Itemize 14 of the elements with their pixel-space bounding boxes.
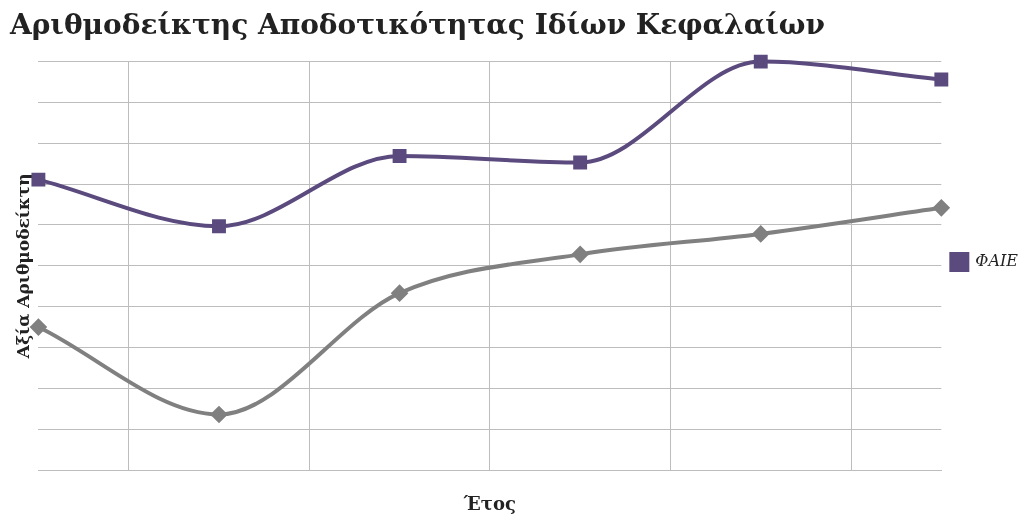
point [212,219,226,234]
point [391,285,408,302]
legend-label: ΦΑΙΕ [975,251,1019,271]
point [934,72,949,87]
x-axis-title: Έτος [462,492,516,514]
point [572,246,589,263]
point [752,225,769,242]
point [573,155,588,170]
point [933,199,950,216]
point [753,54,768,69]
chart-title: Αριθμοδείκτης Αποδοτικότητας Ιδίων Κεφαλαίων [9,8,825,42]
point [392,148,407,163]
y-axis-title: Αξία Αριθμοδείκτη [12,173,33,360]
point [210,406,227,423]
